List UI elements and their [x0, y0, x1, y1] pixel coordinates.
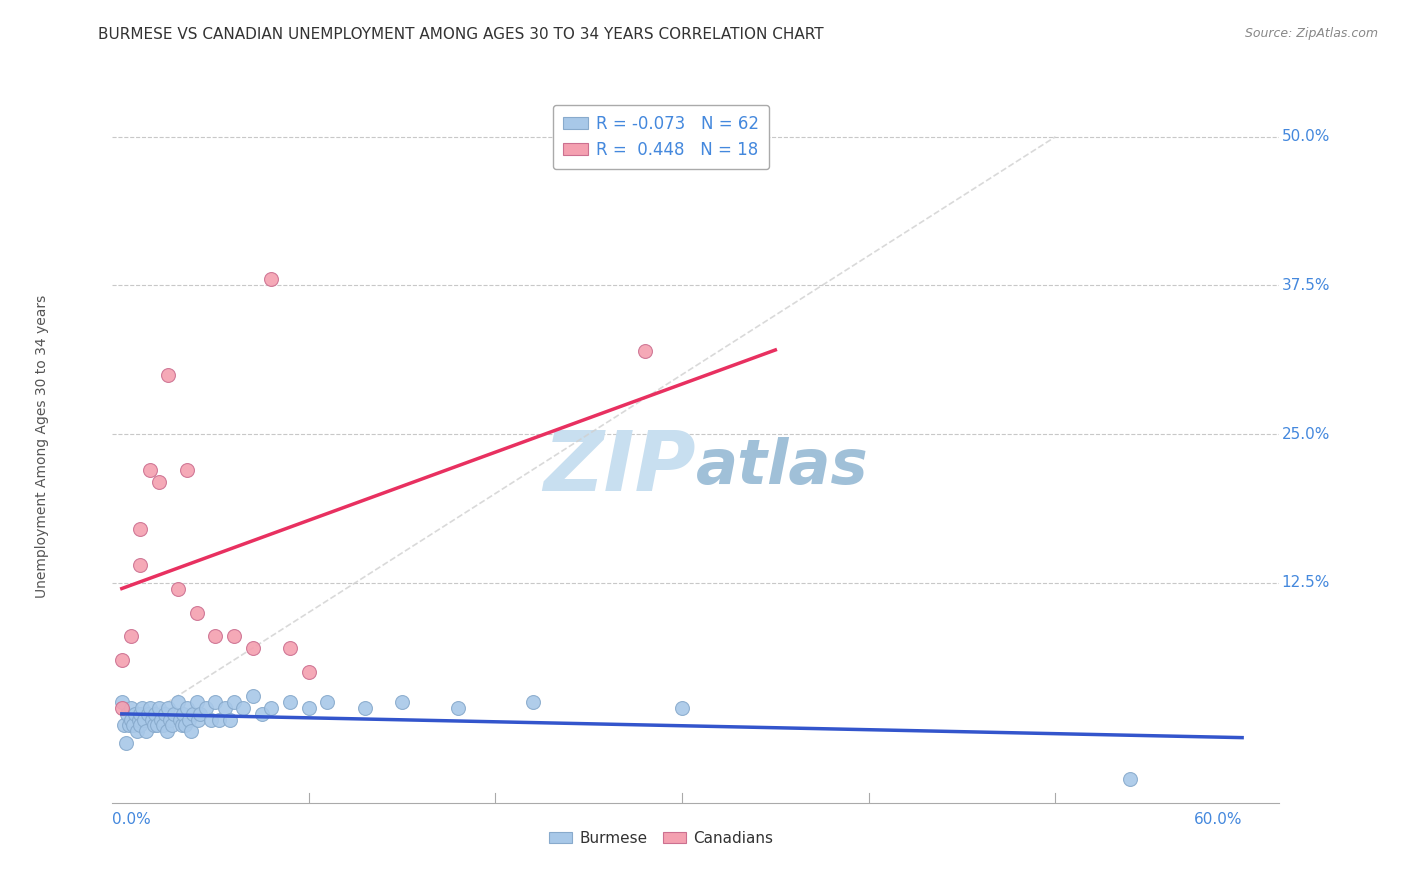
Point	[260, 272, 283, 286]
Point	[131, 700, 153, 714]
Point	[136, 706, 159, 721]
Point	[447, 700, 470, 714]
Point	[159, 713, 181, 727]
Point	[219, 713, 242, 727]
Point	[260, 700, 283, 714]
Point	[316, 695, 339, 709]
Point	[129, 706, 152, 721]
Point	[200, 713, 222, 727]
Text: 37.5%: 37.5%	[1282, 278, 1330, 293]
Point	[160, 718, 183, 732]
Point	[118, 718, 141, 732]
Point	[111, 653, 134, 667]
Point	[145, 706, 167, 721]
Text: atlas: atlas	[696, 437, 869, 498]
Point	[188, 706, 211, 721]
Point	[186, 695, 208, 709]
Point	[204, 695, 226, 709]
Point	[166, 582, 188, 596]
Point	[169, 713, 191, 727]
Point	[170, 718, 193, 732]
Point	[153, 706, 176, 721]
Point	[353, 700, 375, 714]
Point	[232, 700, 254, 714]
Point	[297, 665, 319, 679]
Text: BURMESE VS CANADIAN UNEMPLOYMENT AMONG AGES 30 TO 34 YEARS CORRELATION CHART: BURMESE VS CANADIAN UNEMPLOYMENT AMONG A…	[98, 27, 824, 42]
Point	[671, 700, 693, 714]
Text: ZIP: ZIP	[543, 427, 696, 508]
Point	[156, 724, 179, 739]
Point	[129, 718, 152, 732]
Point	[120, 713, 142, 727]
Point	[148, 475, 170, 489]
Point	[250, 706, 273, 721]
Point	[111, 700, 134, 714]
Point	[117, 706, 139, 721]
Point	[166, 695, 188, 709]
Point	[139, 700, 162, 714]
Point	[278, 695, 301, 709]
Point	[177, 713, 200, 727]
Text: 25.0%: 25.0%	[1282, 426, 1330, 442]
Point	[242, 689, 264, 703]
Point	[222, 695, 245, 709]
Point	[141, 713, 163, 727]
Text: Unemployment Among Ages 30 to 34 years: Unemployment Among Ages 30 to 34 years	[35, 294, 49, 598]
Point	[194, 700, 217, 714]
Point	[174, 718, 197, 732]
Point	[114, 736, 136, 750]
Point	[204, 629, 226, 643]
Point	[157, 368, 180, 382]
Point	[242, 641, 264, 656]
Legend: Burmese, Canadians: Burmese, Canadians	[543, 825, 779, 852]
Text: Source: ZipAtlas.com: Source: ZipAtlas.com	[1244, 27, 1378, 40]
Point	[122, 718, 145, 732]
Point	[181, 706, 204, 721]
Text: 50.0%: 50.0%	[1282, 129, 1330, 145]
Point	[152, 718, 174, 732]
Point	[214, 700, 236, 714]
Point	[187, 713, 209, 727]
Point	[150, 713, 173, 727]
Point	[124, 706, 146, 721]
Point	[146, 718, 169, 732]
Point	[120, 700, 142, 714]
Point	[111, 695, 134, 709]
Point	[180, 724, 202, 739]
Point	[297, 700, 319, 714]
Point	[391, 695, 413, 709]
Point	[139, 463, 162, 477]
Point	[522, 695, 544, 709]
Point	[176, 700, 198, 714]
Point	[120, 629, 142, 643]
Point	[186, 606, 208, 620]
Point	[142, 718, 165, 732]
Point	[172, 706, 194, 721]
Text: 12.5%: 12.5%	[1282, 575, 1330, 591]
Point	[1119, 772, 1142, 786]
Point	[157, 700, 180, 714]
Point	[163, 706, 186, 721]
Point	[176, 463, 198, 477]
Point	[222, 629, 245, 643]
Point	[134, 713, 156, 727]
Point	[208, 713, 231, 727]
Point	[128, 713, 150, 727]
Text: 0.0%: 0.0%	[112, 813, 152, 827]
Point	[112, 718, 135, 732]
Point	[135, 724, 157, 739]
Point	[278, 641, 301, 656]
Point	[633, 343, 655, 358]
Point	[129, 558, 152, 572]
Point	[148, 700, 170, 714]
Point	[129, 522, 152, 536]
Text: 60.0%: 60.0%	[1194, 813, 1241, 827]
Point	[125, 724, 148, 739]
